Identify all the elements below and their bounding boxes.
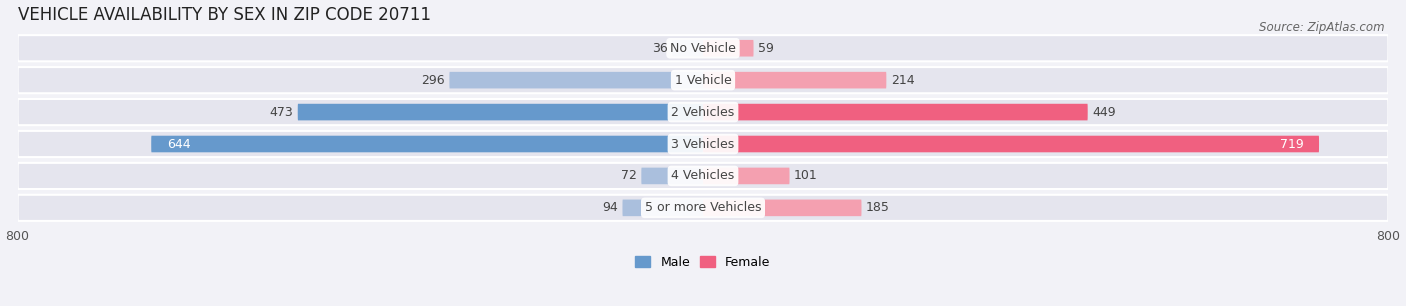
Legend: Male, Female: Male, Female <box>630 251 776 274</box>
Text: 449: 449 <box>1092 106 1115 119</box>
FancyBboxPatch shape <box>17 195 1389 221</box>
Text: 473: 473 <box>270 106 294 119</box>
Text: 59: 59 <box>758 42 773 55</box>
Text: 5 or more Vehicles: 5 or more Vehicles <box>645 201 761 215</box>
FancyBboxPatch shape <box>703 104 1088 120</box>
FancyBboxPatch shape <box>703 168 790 184</box>
FancyBboxPatch shape <box>703 40 754 57</box>
FancyBboxPatch shape <box>17 131 1389 157</box>
Text: 36: 36 <box>652 42 668 55</box>
Text: Source: ZipAtlas.com: Source: ZipAtlas.com <box>1260 21 1385 34</box>
FancyBboxPatch shape <box>641 168 703 184</box>
FancyBboxPatch shape <box>623 200 703 216</box>
Text: 3 Vehicles: 3 Vehicles <box>672 137 734 151</box>
Text: VEHICLE AVAILABILITY BY SEX IN ZIP CODE 20711: VEHICLE AVAILABILITY BY SEX IN ZIP CODE … <box>17 6 430 24</box>
FancyBboxPatch shape <box>152 136 703 152</box>
FancyBboxPatch shape <box>17 35 1389 61</box>
Text: 72: 72 <box>621 170 637 182</box>
Text: 719: 719 <box>1279 137 1303 151</box>
Text: 94: 94 <box>602 201 619 215</box>
FancyBboxPatch shape <box>17 99 1389 125</box>
Text: 644: 644 <box>167 137 190 151</box>
FancyBboxPatch shape <box>17 163 1389 189</box>
Text: 185: 185 <box>866 201 890 215</box>
Text: No Vehicle: No Vehicle <box>671 42 735 55</box>
Text: 1 Vehicle: 1 Vehicle <box>675 74 731 87</box>
FancyBboxPatch shape <box>298 104 703 120</box>
Text: 4 Vehicles: 4 Vehicles <box>672 170 734 182</box>
FancyBboxPatch shape <box>703 200 862 216</box>
Text: 2 Vehicles: 2 Vehicles <box>672 106 734 119</box>
FancyBboxPatch shape <box>703 136 1319 152</box>
FancyBboxPatch shape <box>450 72 703 88</box>
FancyBboxPatch shape <box>672 40 703 57</box>
FancyBboxPatch shape <box>17 67 1389 93</box>
Text: 296: 296 <box>422 74 446 87</box>
Text: 214: 214 <box>890 74 914 87</box>
FancyBboxPatch shape <box>703 72 886 88</box>
Text: 101: 101 <box>794 170 817 182</box>
